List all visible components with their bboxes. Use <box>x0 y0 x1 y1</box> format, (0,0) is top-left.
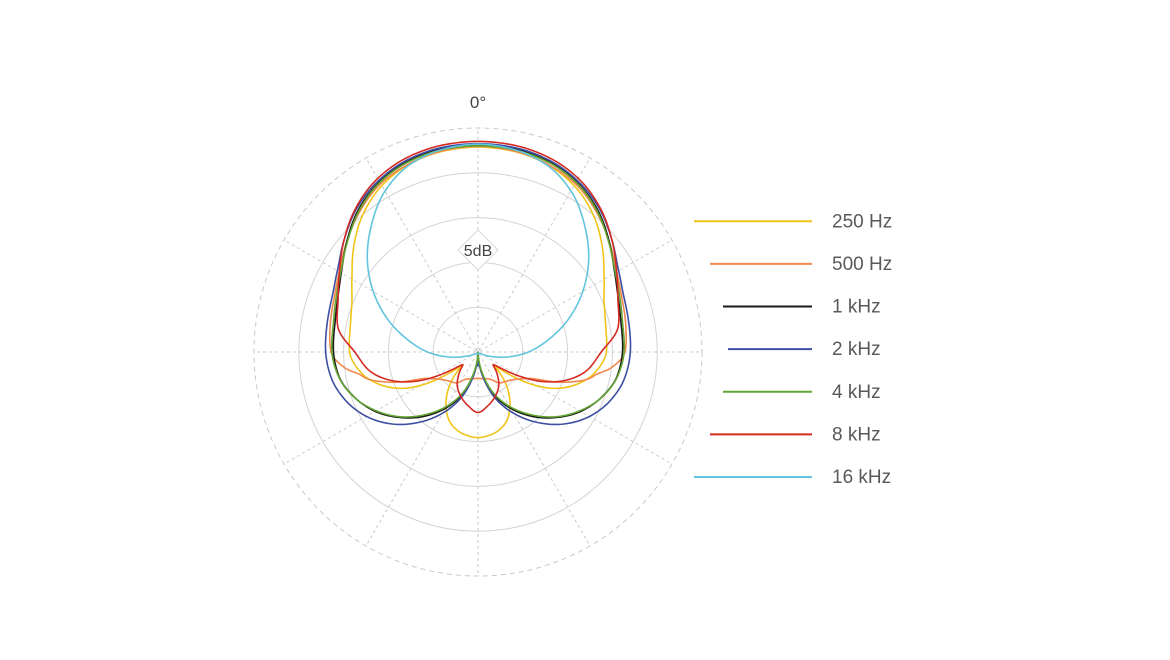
svg-text:1 kHz: 1 kHz <box>832 297 881 318</box>
svg-text:2 kHz: 2 kHz <box>832 339 881 360</box>
svg-text:500 Hz: 500 Hz <box>832 254 892 275</box>
svg-text:4 kHz: 4 kHz <box>832 382 881 403</box>
svg-text:5dB: 5dB <box>464 243 492 260</box>
svg-text:8 kHz: 8 kHz <box>832 424 881 445</box>
svg-text:0°: 0° <box>470 93 486 112</box>
svg-text:250 Hz: 250 Hz <box>832 211 892 232</box>
svg-text:16 kHz: 16 kHz <box>832 467 891 488</box>
